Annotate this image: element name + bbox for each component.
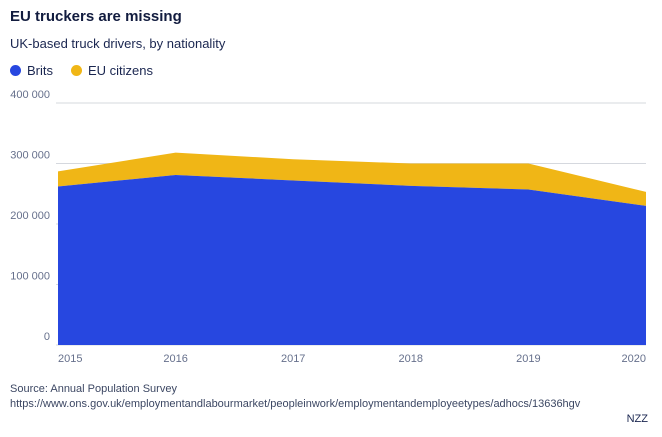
svg-text:200 000: 200 000 xyxy=(10,210,50,222)
svg-text:0: 0 xyxy=(44,331,50,343)
svg-text:2018: 2018 xyxy=(399,353,423,365)
credit-label: NZZ xyxy=(626,413,648,425)
source-url: https://www.ons.gov.uk/employmentandlabo… xyxy=(10,398,581,410)
svg-text:2015: 2015 xyxy=(58,353,82,365)
legend-label-brits: Brits xyxy=(27,63,53,78)
legend-label-eu-citizens: EU citizens xyxy=(88,63,154,78)
chart-area: 0 100 000 200 000 300 000 400 000 2015 2016 201… xyxy=(0,85,662,375)
svg-text:2019: 2019 xyxy=(516,353,540,365)
svg-text:100 000: 100 000 xyxy=(10,271,50,283)
legend-item-eu-citizens: EU citizens xyxy=(71,63,153,78)
source-note: Source: Annual Population Survey xyxy=(10,383,177,395)
brits-swatch-icon xyxy=(10,65,21,76)
svg-text:2017: 2017 xyxy=(281,353,305,365)
svg-text:2020: 2020 xyxy=(622,353,646,365)
stacked-area-chart: 0 100 000 200 000 300 000 400 000 2015 2016 201… xyxy=(10,89,646,365)
svg-text:300 000: 300 000 xyxy=(10,150,50,162)
legend-item-brits: Brits xyxy=(10,63,53,78)
chart-subtitle: UK-based truck drivers, by nationality xyxy=(10,36,226,51)
svg-text:400 000: 400 000 xyxy=(10,89,50,101)
chart-legend: Brits EU citizens xyxy=(10,63,153,78)
svg-text:2016: 2016 xyxy=(163,353,187,365)
eu-citizens-swatch-icon xyxy=(71,65,82,76)
page-title: EU truckers are missing xyxy=(10,8,182,25)
